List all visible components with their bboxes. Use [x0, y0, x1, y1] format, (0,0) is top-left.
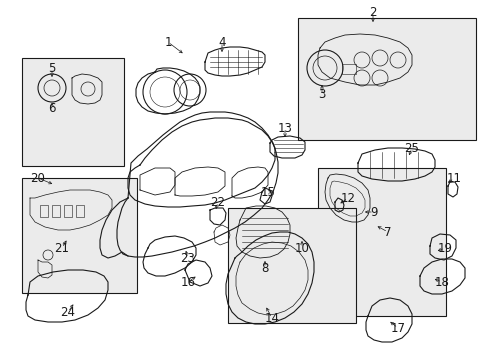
Text: 15: 15 [260, 185, 275, 198]
Text: 21: 21 [54, 242, 69, 255]
Bar [227, 208, 355, 323]
Text: 3: 3 [318, 89, 325, 102]
Text: 5: 5 [48, 62, 56, 75]
Text: 18: 18 [434, 275, 448, 288]
Bar [52, 205, 60, 217]
Bar [341, 64, 355, 74]
Text: 9: 9 [369, 206, 377, 219]
Bar [40, 205, 48, 217]
Text: 20: 20 [30, 171, 45, 184]
Text: 25: 25 [404, 141, 419, 154]
Text: 2: 2 [368, 5, 376, 18]
Text: 8: 8 [261, 261, 268, 274]
Text: 7: 7 [384, 225, 391, 238]
Text: 23: 23 [180, 252, 195, 265]
Bar [22, 58, 124, 166]
Bar [64, 205, 72, 217]
Text: 4: 4 [218, 36, 225, 49]
Text: 16: 16 [180, 275, 195, 288]
Text: 22: 22 [210, 195, 225, 208]
Bar [297, 18, 475, 140]
Bar [76, 205, 84, 217]
Bar [317, 168, 445, 316]
Text: 10: 10 [294, 242, 309, 255]
Text: 1: 1 [164, 36, 171, 49]
Text: 13: 13 [277, 122, 292, 135]
Bar [22, 178, 137, 293]
Text: 19: 19 [437, 242, 451, 255]
Text: 11: 11 [446, 171, 461, 184]
Text: 12: 12 [340, 192, 355, 204]
Text: 17: 17 [390, 321, 405, 334]
Text: 6: 6 [48, 102, 56, 114]
Text: 14: 14 [264, 311, 279, 324]
Text: 24: 24 [61, 306, 75, 319]
